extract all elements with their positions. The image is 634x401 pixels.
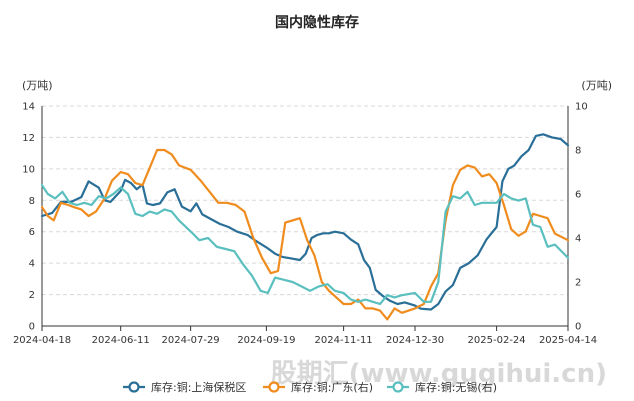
right-tick-label: 10: [575, 102, 588, 113]
right-tick-label: 6: [575, 190, 581, 201]
legend-marker: [128, 381, 140, 393]
legend-label: 库存:铜:广东(右): [291, 380, 373, 394]
x-tick-label: 2024-09-19: [237, 335, 295, 346]
x-axis-ticks: 2024-04-18 2024-06-11 2024-07-29 2024-09-19…: [13, 326, 597, 346]
legend-label: 库存:铜:无锡(右): [415, 380, 497, 394]
x-tick-label: 2024-11-11: [315, 335, 373, 346]
right-tick-label: 0: [575, 322, 581, 333]
x-tick-label: 2024-07-29: [162, 335, 220, 346]
left-tick-label: 2: [29, 290, 35, 301]
series-lines: [40, 133, 570, 321]
right-axis-ticks: 0 2 4 6 8 10: [575, 102, 588, 333]
series-line-1: [40, 133, 570, 311]
left-tick-label: 4: [29, 259, 35, 270]
right-tick-label: 8: [575, 146, 581, 157]
left-tick-label: 8: [29, 196, 35, 207]
legend-item-3[interactable]: 库存:铜:无锡(右): [387, 380, 497, 394]
x-tick-label: 2025-04-14: [539, 335, 597, 346]
right-axis-unit: (万吨): [581, 79, 612, 92]
series-line-2: [40, 148, 570, 321]
left-tick-label: 10: [22, 164, 35, 175]
x-tick-label: 2025-02-24: [468, 335, 526, 346]
axes: [41, 106, 569, 327]
x-tick-label: 2024-04-18: [13, 335, 71, 346]
left-axis-unit: (万吨): [22, 79, 53, 92]
legend-marker: [268, 381, 280, 393]
series-line-3: [40, 184, 570, 306]
grid-lines: [42, 105, 568, 296]
right-tick-label: 2: [575, 278, 581, 289]
legend-marker: [392, 381, 404, 393]
legend-label: 库存:铜:上海保税区: [151, 380, 246, 394]
left-tick-label: 14: [22, 102, 35, 113]
left-axis-ticks: 0 2 4 6 8 10 12 14: [22, 102, 35, 333]
legend-item-1[interactable]: 库存:铜:上海保税区: [123, 380, 246, 394]
watermark: 股期汇(www.gugihui.cn): [271, 359, 607, 389]
legend: 库存:铜:上海保税区 库存:铜:广东(右) 库存:铜:无锡(右): [123, 380, 497, 394]
x-tick-label: 2024-12-30: [386, 335, 444, 346]
x-tick-label: 2024-06-11: [92, 335, 150, 346]
chart-title: 国内隐性库存: [275, 14, 359, 31]
legend-item-2[interactable]: 库存:铜:广东(右): [263, 380, 373, 394]
left-tick-label: 0: [29, 322, 35, 333]
right-tick-label: 4: [575, 234, 581, 245]
left-tick-label: 6: [29, 227, 35, 238]
left-tick-label: 12: [22, 133, 35, 144]
